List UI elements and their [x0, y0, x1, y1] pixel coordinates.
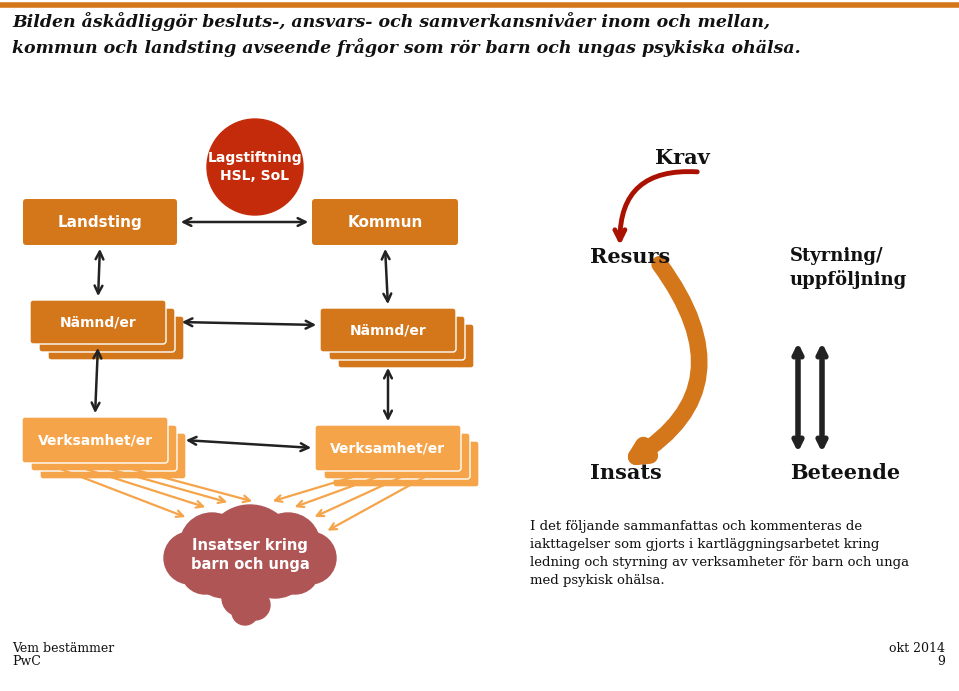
- Circle shape: [271, 546, 319, 594]
- Circle shape: [239, 526, 311, 598]
- Text: Bilden åskådliggör besluts-, ansvars- och samverkansnivåer inom och mellan,
komm: Bilden åskådliggör besluts-, ansvars- oc…: [12, 12, 801, 57]
- Text: 9: 9: [937, 655, 945, 668]
- FancyBboxPatch shape: [338, 324, 474, 368]
- FancyBboxPatch shape: [39, 308, 175, 352]
- Circle shape: [180, 513, 244, 577]
- Text: okt 2014: okt 2014: [889, 642, 945, 655]
- Circle shape: [164, 532, 216, 584]
- Text: I det följande sammanfattas och kommenteras de
iakttagelser som gjorts i kartläg: I det följande sammanfattas och kommente…: [530, 520, 909, 587]
- Text: Vem bestämmer: Vem bestämmer: [12, 642, 114, 655]
- Text: Nämnd/er: Nämnd/er: [350, 323, 427, 337]
- Text: Nämnd/er: Nämnd/er: [59, 315, 136, 329]
- Text: Lagstiftning
HSL, SoL: Lagstiftning HSL, SoL: [208, 151, 302, 182]
- FancyBboxPatch shape: [324, 433, 470, 479]
- Circle shape: [240, 590, 270, 620]
- Circle shape: [232, 599, 258, 625]
- FancyBboxPatch shape: [329, 316, 465, 360]
- Circle shape: [222, 580, 258, 616]
- Text: PwC: PwC: [12, 655, 41, 668]
- Text: Insatser kring
barn och unga: Insatser kring barn och unga: [191, 538, 310, 571]
- FancyBboxPatch shape: [315, 425, 461, 471]
- FancyBboxPatch shape: [30, 300, 166, 344]
- Circle shape: [216, 534, 284, 602]
- Text: Beteende: Beteende: [790, 463, 901, 483]
- FancyBboxPatch shape: [333, 441, 479, 487]
- FancyBboxPatch shape: [31, 425, 177, 471]
- FancyBboxPatch shape: [22, 417, 168, 463]
- Circle shape: [207, 119, 303, 215]
- Text: Verksamhet/er: Verksamhet/er: [331, 441, 446, 455]
- FancyBboxPatch shape: [48, 316, 184, 360]
- FancyBboxPatch shape: [320, 308, 456, 352]
- Circle shape: [256, 513, 320, 577]
- FancyBboxPatch shape: [23, 199, 177, 245]
- Text: Styrning/
uppföljning: Styrning/ uppföljning: [790, 247, 907, 289]
- Circle shape: [181, 546, 229, 594]
- FancyBboxPatch shape: [312, 199, 458, 245]
- Circle shape: [284, 532, 336, 584]
- Text: Kommun: Kommun: [347, 214, 423, 229]
- Text: Verksamhet/er: Verksamhet/er: [37, 433, 152, 447]
- Text: Landsting: Landsting: [58, 214, 142, 229]
- Text: Resurs: Resurs: [590, 247, 670, 267]
- Text: Krav: Krav: [655, 148, 710, 168]
- Circle shape: [189, 526, 261, 598]
- Circle shape: [205, 505, 295, 595]
- FancyBboxPatch shape: [40, 433, 186, 479]
- Text: Insats: Insats: [590, 463, 662, 483]
